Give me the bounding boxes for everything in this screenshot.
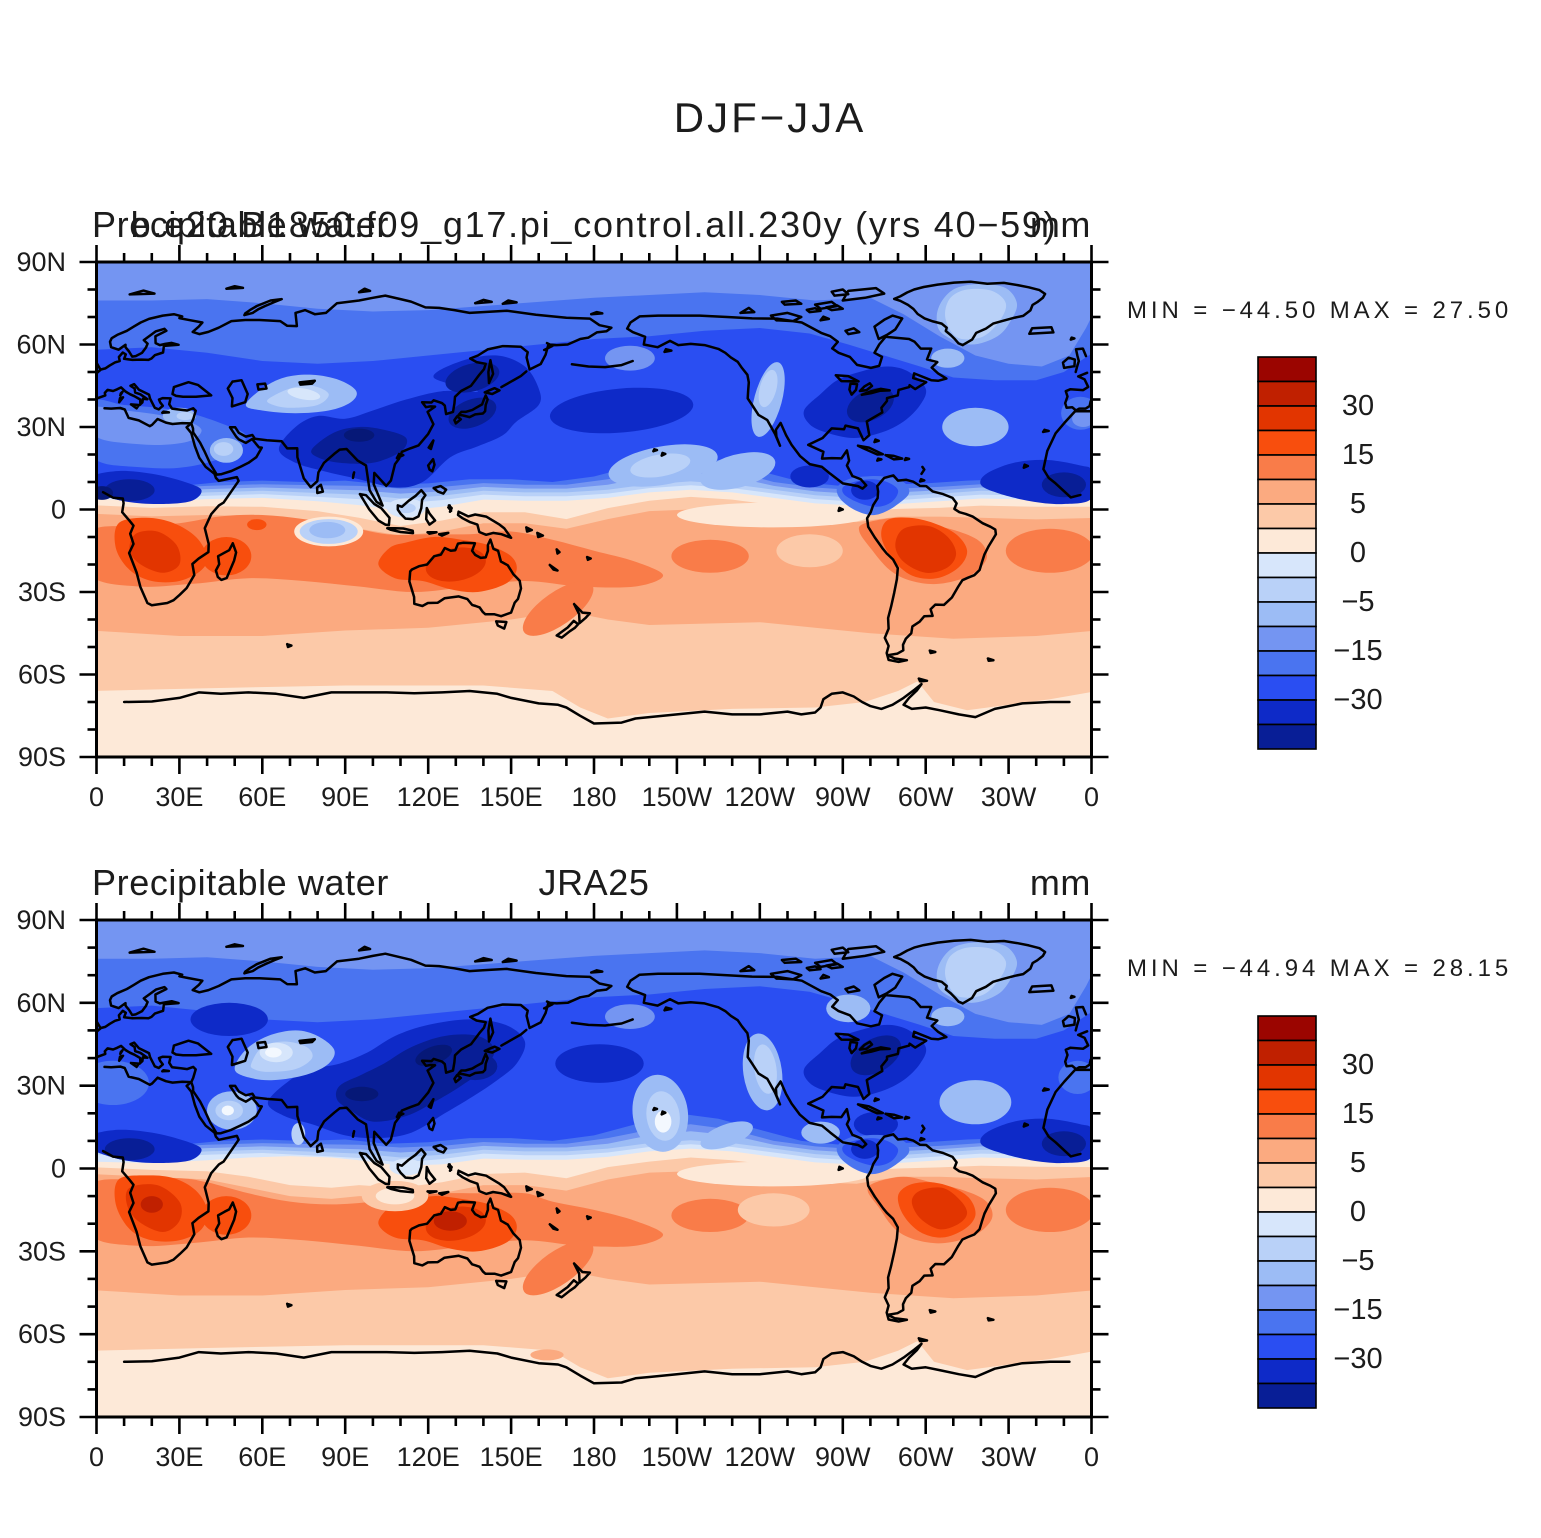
svg-text:150W: 150W	[642, 1442, 713, 1472]
svg-text:60N: 60N	[16, 330, 66, 360]
svg-text:60N: 60N	[16, 988, 66, 1018]
svg-text:0: 0	[51, 1154, 66, 1184]
svg-text:90N: 90N	[16, 247, 66, 277]
svg-text:90W: 90W	[815, 1442, 871, 1472]
svg-text:90E: 90E	[321, 1442, 369, 1472]
svg-text:30W: 30W	[981, 782, 1037, 812]
svg-text:60E: 60E	[238, 1442, 286, 1472]
svg-text:Precipitable water: Precipitable water	[92, 862, 389, 903]
svg-text:−30: −30	[1333, 684, 1382, 716]
svg-text:30S: 30S	[18, 1236, 66, 1266]
svg-text:mm: mm	[1030, 204, 1091, 245]
svg-text:30N: 30N	[16, 412, 66, 442]
svg-text:0: 0	[1350, 537, 1366, 569]
svg-text:120W: 120W	[725, 1442, 796, 1472]
svg-text:MIN = −44.94 MAX = 28.1: MIN = −44.94 MAX = 28.15	[1127, 955, 1512, 982]
svg-text:0: 0	[51, 495, 66, 525]
svg-text:30N: 30N	[16, 1071, 66, 1101]
svg-text:180: 180	[571, 1442, 616, 1472]
svg-text:120E: 120E	[397, 1442, 460, 1472]
svg-text:0: 0	[89, 1442, 104, 1472]
svg-text:−5: −5	[1341, 1245, 1374, 1277]
svg-text:−15: −15	[1333, 1294, 1382, 1326]
svg-text:60S: 60S	[18, 660, 66, 690]
svg-text:JRA25: JRA25	[538, 862, 649, 903]
svg-text:60S: 60S	[18, 1319, 66, 1349]
svg-text:90S: 90S	[18, 1402, 66, 1432]
svg-text:120E: 120E	[397, 782, 460, 812]
svg-text:−5: −5	[1341, 586, 1374, 618]
svg-text:mm: mm	[1030, 862, 1091, 903]
svg-text:90S: 90S	[18, 742, 66, 772]
svg-text:30E: 30E	[155, 782, 203, 812]
svg-text:30: 30	[1342, 1049, 1374, 1081]
svg-text:90W: 90W	[815, 782, 871, 812]
svg-text:90E: 90E	[321, 782, 369, 812]
svg-text:30E: 30E	[155, 1442, 203, 1472]
svg-text:5: 5	[1350, 488, 1366, 520]
svg-text:0: 0	[89, 782, 104, 812]
svg-text:60E: 60E	[238, 782, 286, 812]
svg-text:30S: 30S	[18, 577, 66, 607]
svg-text:150E: 150E	[480, 1442, 543, 1472]
svg-text:60W: 60W	[898, 1442, 954, 1472]
svg-text:60W: 60W	[898, 782, 954, 812]
svg-text:150E: 150E	[480, 782, 543, 812]
svg-text:−15: −15	[1333, 635, 1382, 667]
svg-text:0: 0	[1350, 1196, 1366, 1228]
svg-text:0: 0	[1084, 782, 1099, 812]
svg-text:MIN = −44.50 MAX = 27.5: MIN = −44.50 MAX = 27.50	[1127, 297, 1512, 324]
svg-text:Precipitable water: Precipitable water	[92, 204, 389, 245]
svg-text:150W: 150W	[642, 782, 713, 812]
svg-text:15: 15	[1342, 439, 1374, 471]
svg-text:30: 30	[1342, 390, 1374, 422]
svg-text:180: 180	[571, 782, 616, 812]
svg-text:5: 5	[1350, 1147, 1366, 1179]
svg-text:120W: 120W	[725, 782, 796, 812]
svg-text:30W: 30W	[981, 1442, 1037, 1472]
svg-text:−30: −30	[1333, 1343, 1382, 1375]
svg-text:DJF−JJA: DJF−JJA	[674, 94, 867, 141]
svg-text:90N: 90N	[16, 905, 66, 935]
svg-text:b.e20.B1850.f09_g17.pi_control: b.e20.B1850.f09_g17.pi_control.all.230y …	[131, 204, 1058, 245]
svg-text:0: 0	[1084, 1442, 1099, 1472]
svg-text:15: 15	[1342, 1098, 1374, 1130]
